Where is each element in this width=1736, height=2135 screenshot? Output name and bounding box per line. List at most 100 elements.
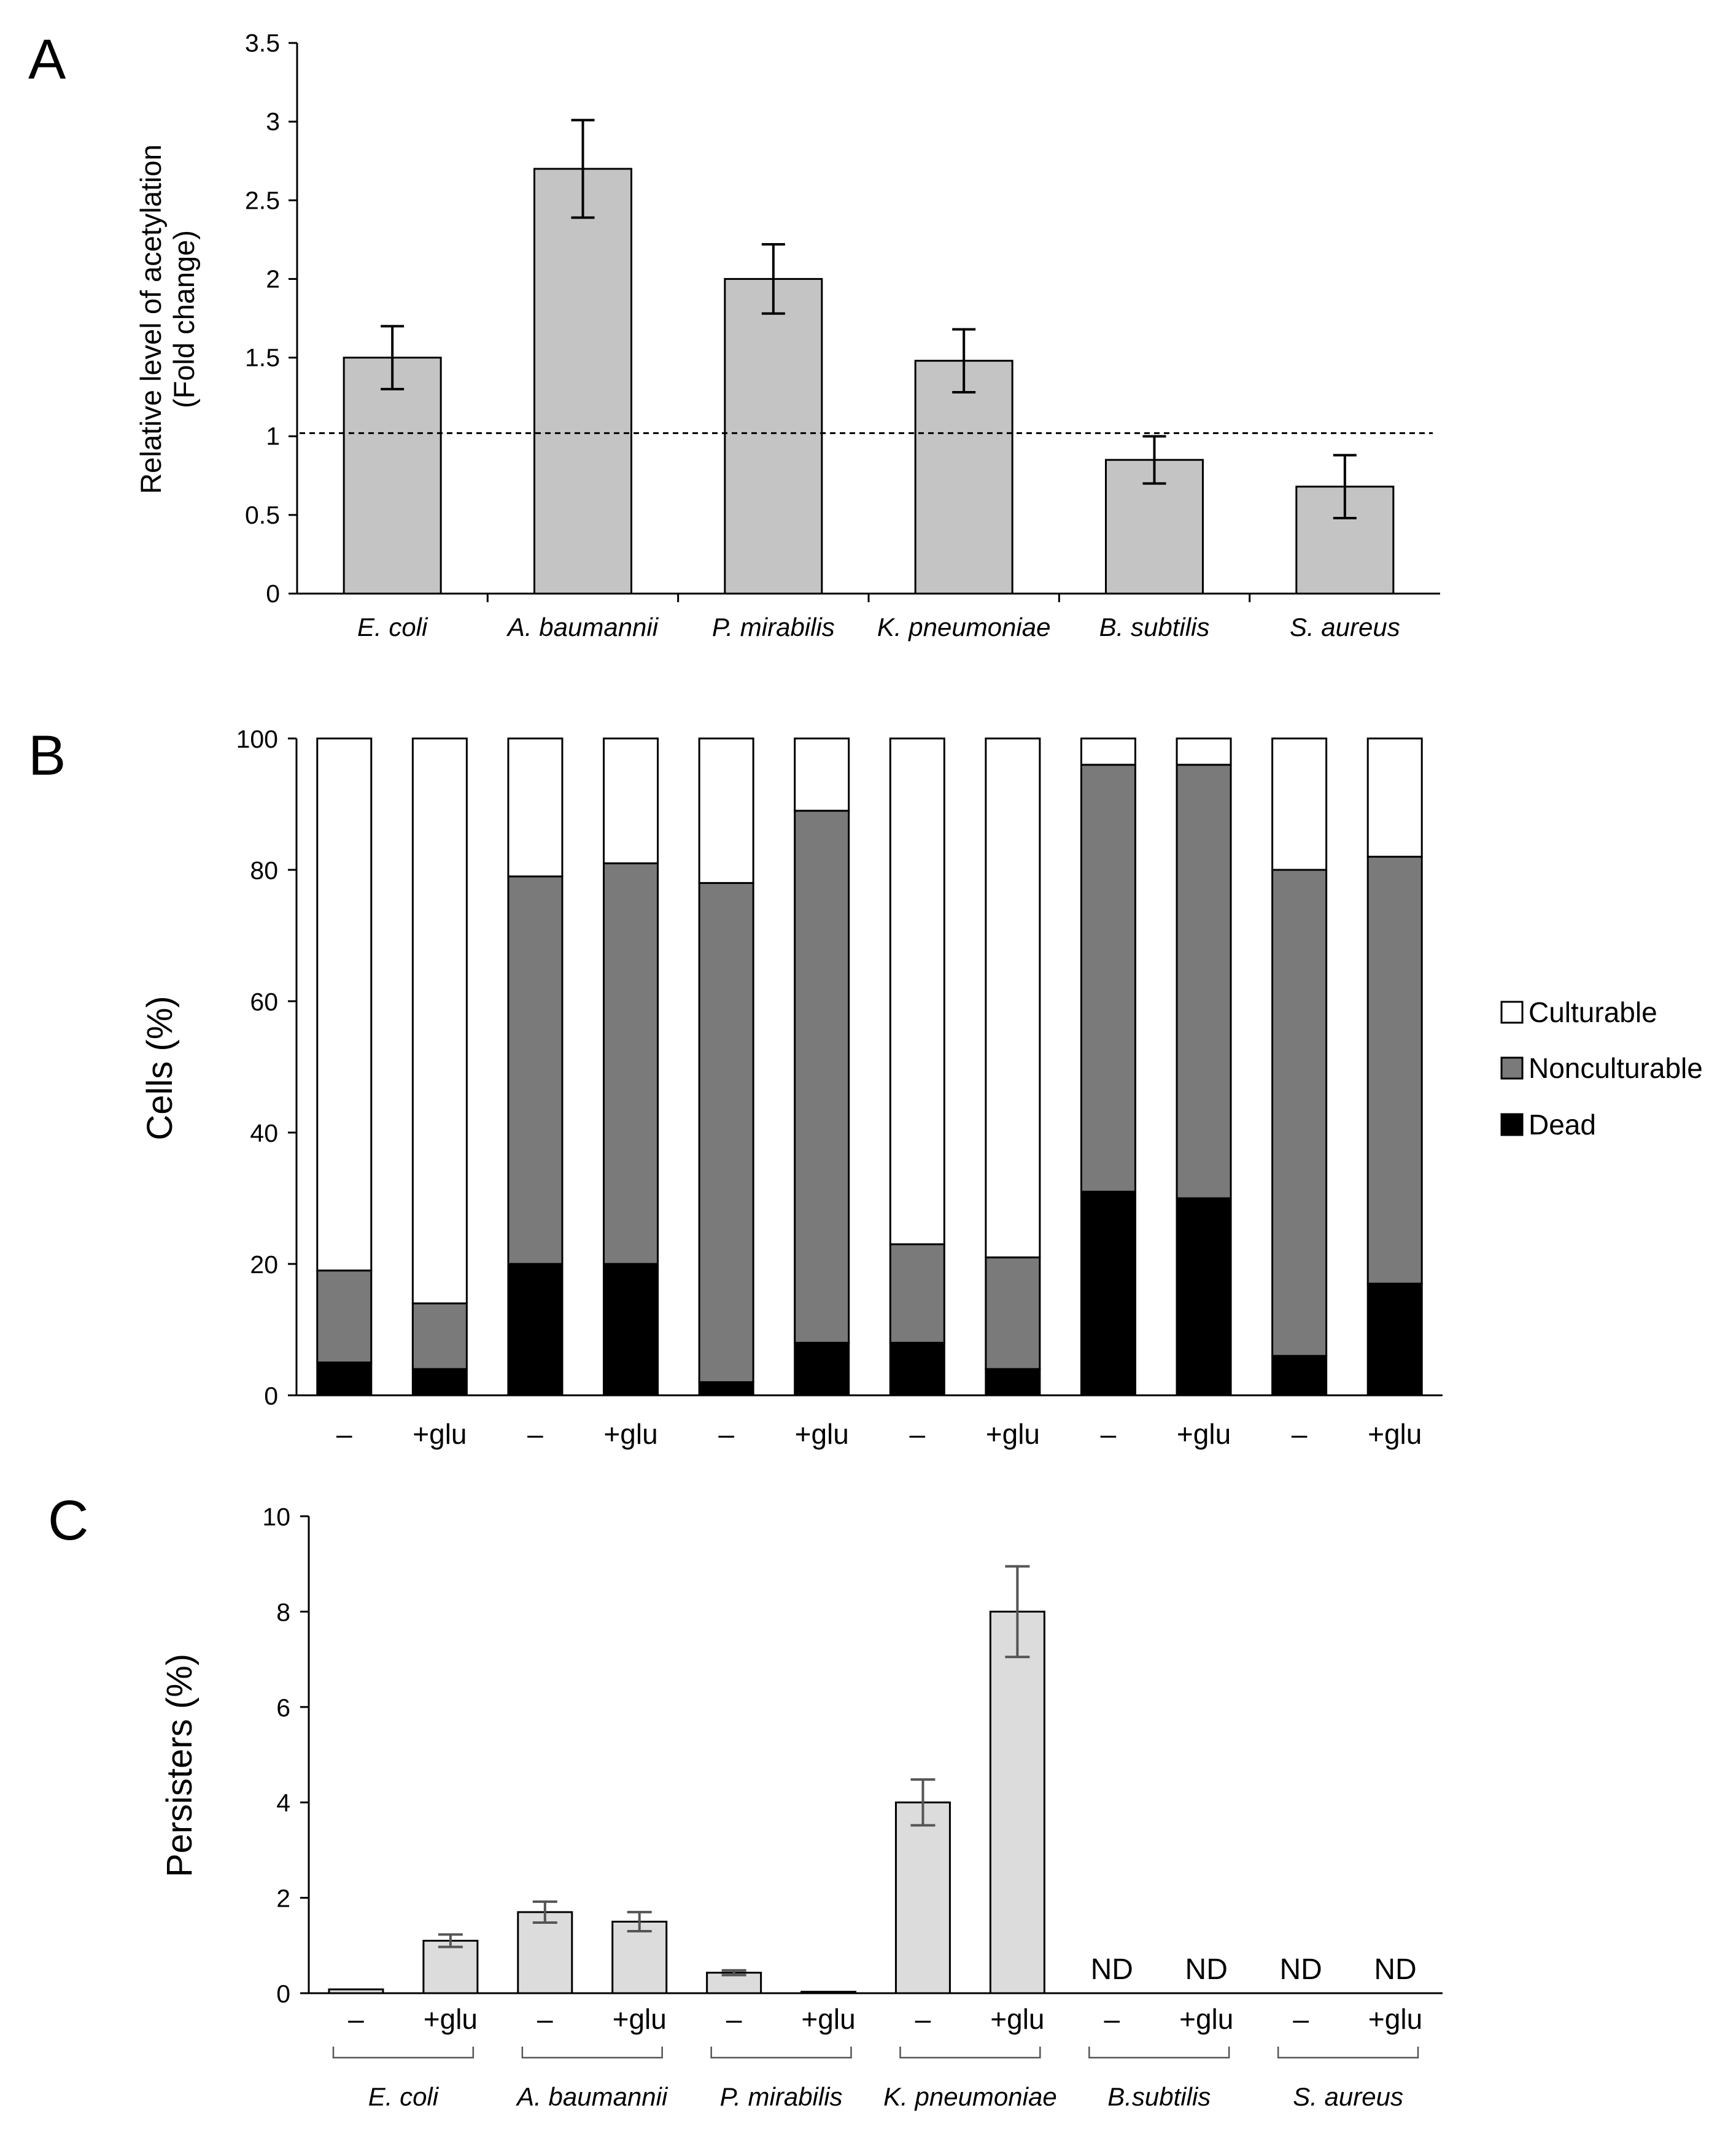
panel-b-segment-nonculturable <box>1271 869 1328 1357</box>
panel-c-ytick-label: 10 <box>262 1503 290 1531</box>
panel-b-segment-dead <box>1366 1282 1423 1397</box>
panel-b-condition-label: +glu <box>1368 1418 1422 1450</box>
panel-b-segment-culturable <box>507 737 564 878</box>
panel-a-category-label: K. pneumoniae <box>877 613 1051 641</box>
panel-c-ylabel: Persisters (%) <box>160 1654 200 1877</box>
panel-b-ytick-label: 100 <box>236 725 278 753</box>
panel-a-ytick-label: 0 <box>266 579 280 608</box>
panel-b-ylabel: Cells (%) <box>140 996 180 1140</box>
panel-c-nd-label: ND <box>1185 1953 1228 1986</box>
panel-a-ytick-label: 3 <box>266 107 280 136</box>
panel-b-segment-dead <box>889 1341 945 1397</box>
panel-c-nd-label: ND <box>1091 1953 1133 1986</box>
panel-b-legend-swatch <box>1500 1056 1524 1080</box>
panel-c-condition-label: – <box>537 2003 553 2035</box>
panel-c-bar <box>894 1801 951 1994</box>
panel-c-group-label: P. mirabilis <box>720 2082 843 2111</box>
panel-a-category-label: B. subtilis <box>1099 613 1210 641</box>
panel-c-condition-label: +glu <box>1179 2003 1233 2035</box>
panel-b-condition-label: – <box>1101 1418 1117 1450</box>
panel-a-ytick-label: 2 <box>266 265 280 293</box>
panel-c-group-bracket <box>899 2047 1041 2059</box>
panel-b-chart: Cells (%) 0 20 40 60 80 100 – +glu – +glu – +glu – +g… <box>140 725 1703 1450</box>
panel-b-segment-culturable <box>794 737 850 812</box>
panel-a-ytick-label: 3.5 <box>245 29 280 57</box>
panel-c-group-bracket <box>1277 2047 1419 2059</box>
panel-c-nd-label: ND <box>1279 1953 1322 1986</box>
panel-c-condition-label: – <box>1104 2003 1120 2035</box>
panel-b-segment-nonculturable <box>794 810 850 1344</box>
panel-b-segment-dead <box>316 1362 373 1397</box>
panel-b-segment-dead <box>698 1381 754 1397</box>
panel-c-chart: Persisters (%) 0 2 4 6 8 10 – +glu – +glu – +glu – +g… <box>160 1503 1443 2111</box>
panel-b-condition-label: +glu <box>603 1418 657 1450</box>
panel-b-segment-nonculturable <box>889 1243 945 1344</box>
panel-c-group-bracket <box>332 2047 475 2059</box>
panel-b-segment-culturable <box>411 737 468 1304</box>
panel-b-condition-label: – <box>336 1418 352 1450</box>
panel-b-legend-swatch <box>1500 1113 1524 1136</box>
panel-b-condition-label: – <box>1292 1418 1308 1450</box>
panel-b-condition-label: – <box>909 1418 925 1450</box>
panel-b-segment-culturable <box>985 737 1041 1258</box>
panel-b-condition-label: +glu <box>795 1418 849 1450</box>
panel-c-bar <box>989 1610 1045 1994</box>
panel-b-ytick-label: 0 <box>264 1382 278 1410</box>
panel-b-segment-nonculturable <box>698 882 754 1384</box>
panel-a-bar <box>343 357 442 595</box>
panel-a-bar <box>914 360 1013 595</box>
panel-c-group-bracket <box>710 2047 852 2059</box>
panel-b-ytick-label: 80 <box>250 856 278 885</box>
panel-b-segment-dead <box>411 1368 468 1397</box>
panel-a-ytick-label: 0.5 <box>245 501 280 529</box>
panel-c-bar <box>517 1911 573 1994</box>
panel-b-segment-dead <box>507 1263 564 1397</box>
panel-b-segment-dead <box>794 1341 850 1397</box>
panel-b-segment-culturable <box>1080 737 1136 766</box>
panel-b-legend-swatch <box>1500 1001 1524 1024</box>
panel-b-segment-nonculturable <box>507 875 564 1265</box>
panel-a-ytick-label: 1.5 <box>245 344 280 372</box>
panel-c-group-bracket <box>1088 2047 1230 2059</box>
panel-b-legend-label: Dead <box>1529 1109 1596 1141</box>
panel-b-legend-label: Nonculturable <box>1529 1052 1703 1084</box>
panel-a-category-label: S. aureus <box>1290 613 1400 641</box>
panel-c-group-label: B.subtilis <box>1107 2082 1211 2111</box>
panel-c-ytick-label: 8 <box>276 1598 290 1626</box>
panel-b-segment-nonculturable <box>985 1256 1041 1370</box>
panel-b-condition-label: +glu <box>986 1418 1040 1450</box>
panel-label-a: A <box>28 28 66 91</box>
panel-a-category-label: E. coli <box>357 613 428 641</box>
panel-b-ytick-label: 20 <box>250 1250 278 1279</box>
panel-b-ytick-label: 60 <box>250 988 278 1016</box>
panel-c-condition-label: +glu <box>1368 2003 1422 2035</box>
panel-b-segment-culturable <box>698 737 754 884</box>
panel-c-condition-label: +glu <box>801 2003 855 2035</box>
panel-c-ytick-label: 6 <box>276 1694 290 1722</box>
panel-b-segment-nonculturable <box>1080 764 1136 1193</box>
panel-b-condition-label: +glu <box>1177 1418 1231 1450</box>
panel-b-segment-dead <box>1176 1197 1232 1397</box>
panel-b-segment-nonculturable <box>316 1269 373 1363</box>
panel-c-ytick-label: 2 <box>276 1885 290 1913</box>
panel-c-group-bracket <box>521 2047 663 2059</box>
panel-a-chart: Relative level of acetylation (Fold chan… <box>134 29 1440 641</box>
panel-b-segment-culturable <box>316 737 373 1272</box>
panel-a-category-label: P. mirabilis <box>712 613 835 641</box>
panel-c-ytick-label: 0 <box>276 1980 290 2008</box>
panel-b-condition-label: – <box>527 1418 543 1450</box>
panel-c-nd-label: ND <box>1374 1953 1416 1986</box>
panel-c-bar <box>328 1988 384 1994</box>
panel-c-group-label: E. coli <box>368 2082 440 2111</box>
panel-c-group-label: K. pneumoniae <box>883 2082 1057 2111</box>
panel-c-group-label: A. baumannii <box>515 2082 668 2111</box>
panel-b-legend-label: Culturable <box>1529 996 1657 1028</box>
panel-c-bar <box>800 1991 857 1994</box>
panel-c-bar <box>422 1940 479 1994</box>
panel-c-condition-label: – <box>726 2003 742 2035</box>
panel-b-segment-nonculturable <box>1176 764 1232 1199</box>
panel-a-ytick-label: 1 <box>266 422 280 451</box>
panel-a-ytick-label: 2.5 <box>245 186 280 214</box>
panel-b-segment-dead <box>985 1368 1041 1397</box>
